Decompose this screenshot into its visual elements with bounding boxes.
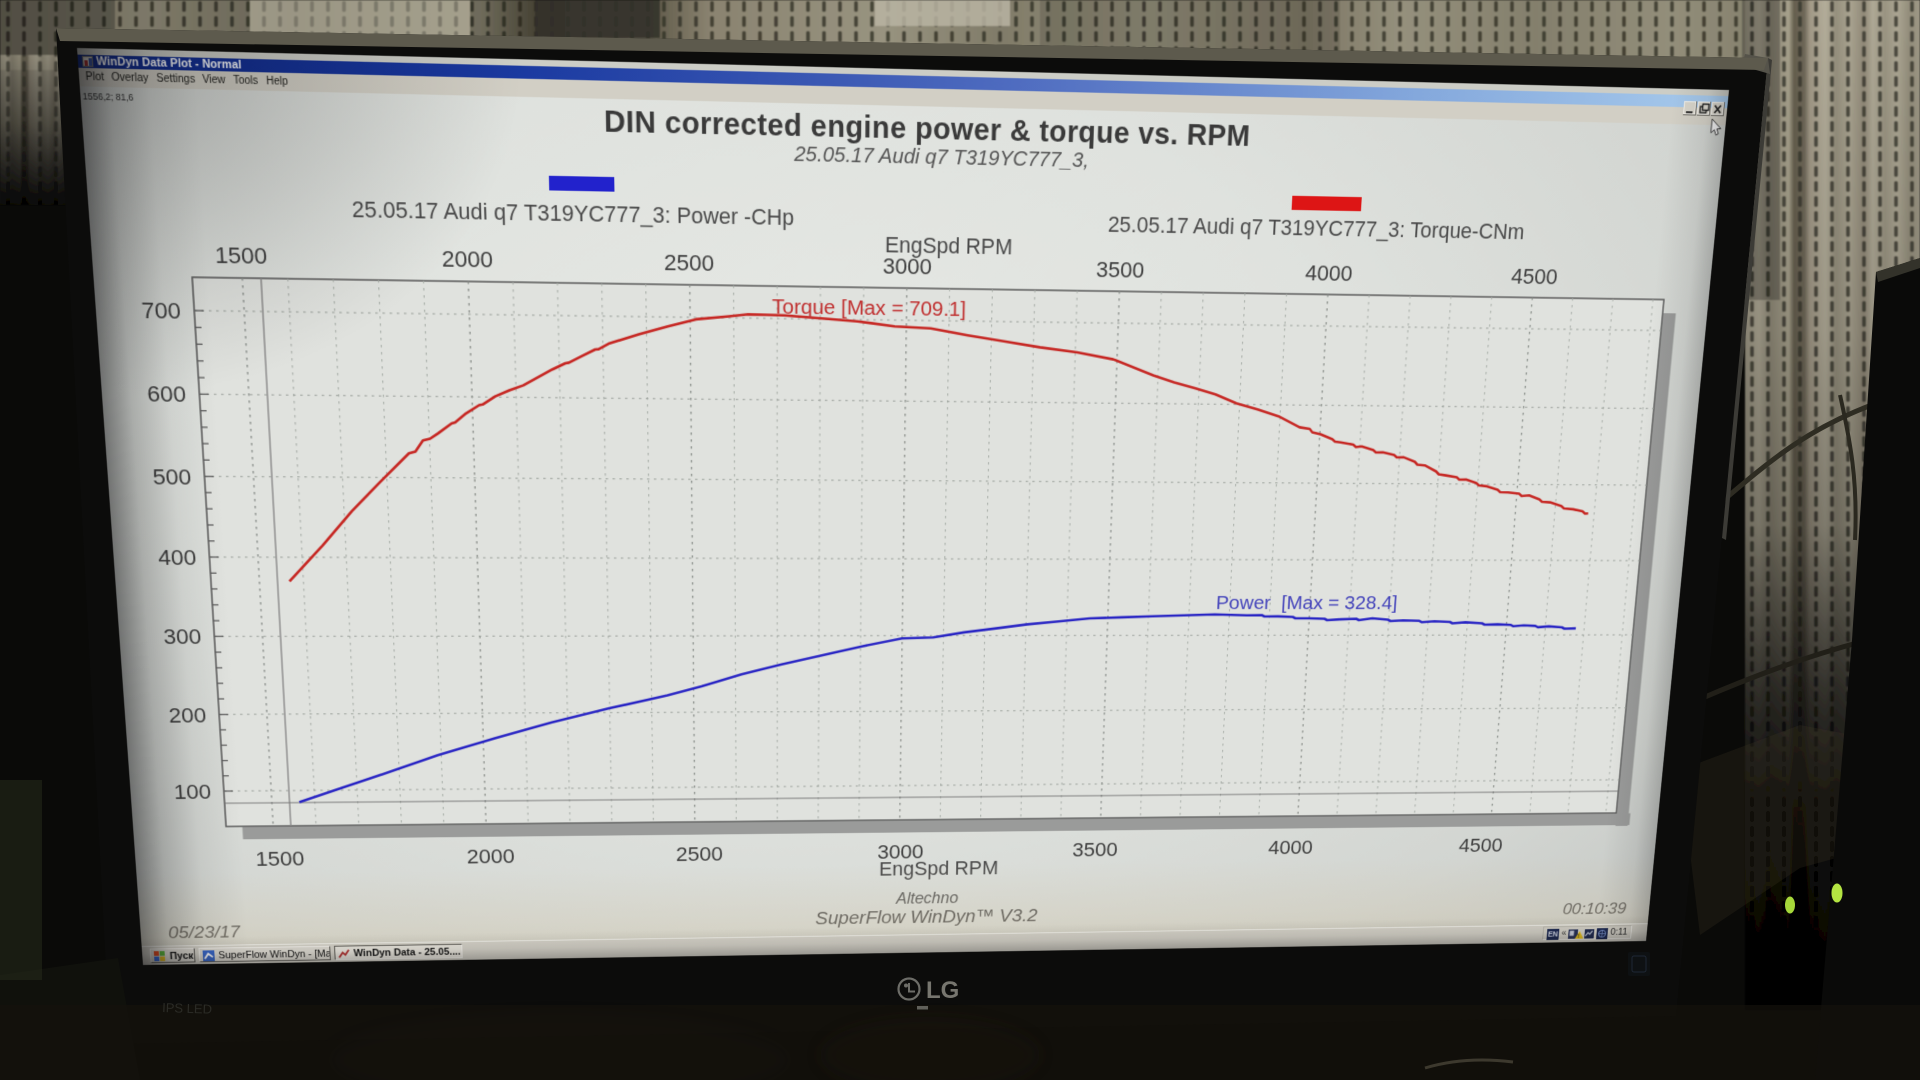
svg-text:500: 500 — [152, 465, 192, 490]
svg-text:400: 400 — [157, 546, 197, 570]
svg-text:1500: 1500 — [214, 243, 268, 270]
svg-text:2500: 2500 — [676, 843, 723, 866]
svg-text:1500: 1500 — [255, 848, 305, 871]
svg-text:3500: 3500 — [1096, 258, 1145, 283]
svg-text:700: 700 — [141, 298, 182, 324]
svg-text:SuperFlow WinDyn™ V3.2: SuperFlow WinDyn™ V3.2 — [815, 905, 1038, 928]
svg-text:2500: 2500 — [664, 250, 714, 276]
svg-text:LG: LG — [926, 977, 959, 1004]
svg-text:25.05.17 Audi q7 T319YC777_3:: 25.05.17 Audi q7 T319YC777_3: Power -CHp — [351, 197, 794, 230]
svg-text:3000: 3000 — [883, 254, 932, 280]
svg-text:4000: 4000 — [1268, 837, 1314, 859]
svg-text:3500: 3500 — [1072, 839, 1118, 861]
svg-text:4000: 4000 — [1305, 261, 1354, 286]
svg-text:600: 600 — [146, 382, 187, 407]
svg-text:4500: 4500 — [1458, 835, 1503, 857]
svg-text:25.05.17 Audi q7 T319YC777_3:: 25.05.17 Audi q7 T319YC777_3: Torque-CNm — [1108, 212, 1526, 243]
svg-text:2000: 2000 — [466, 846, 515, 869]
svg-text:300: 300 — [163, 625, 202, 649]
svg-text:Torque [Max = 709.1]: Torque [Max = 709.1] — [772, 294, 966, 321]
svg-text:Altechno: Altechno — [895, 890, 959, 908]
svg-text:4500: 4500 — [1510, 265, 1558, 290]
svg-text:100: 100 — [173, 781, 212, 804]
svg-text:Power [Max = 328.4]: Power [Max = 328.4] — [1216, 591, 1399, 613]
svg-text:2000: 2000 — [441, 247, 493, 273]
svg-text:EngSpd RPM: EngSpd RPM — [879, 857, 999, 879]
svg-text:IPS LED: IPS LED — [162, 1000, 212, 1017]
svg-text:05/23/17: 05/23/17 — [167, 922, 242, 942]
svg-text:00:10:39: 00:10:39 — [1562, 899, 1627, 918]
svg-text:200: 200 — [168, 704, 207, 728]
